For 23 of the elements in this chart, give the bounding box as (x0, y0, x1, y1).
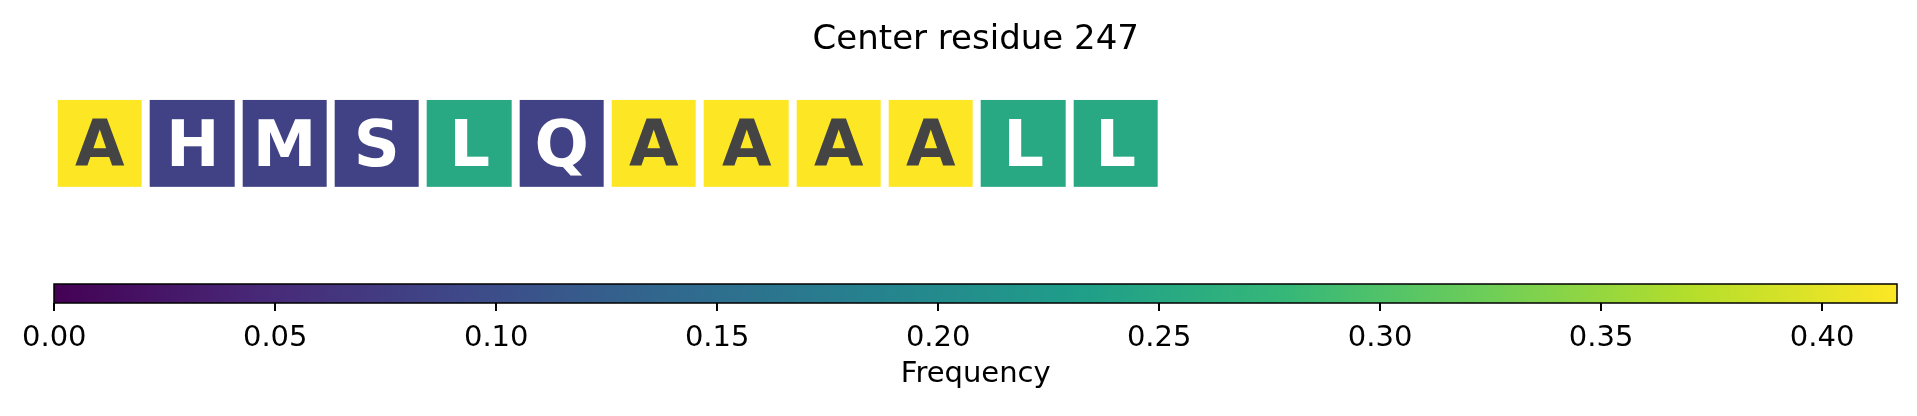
data-label: L (1003, 107, 1045, 182)
data-label: H (165, 107, 220, 182)
data-label: Q (534, 107, 589, 182)
chart-title: Center residue 247 (812, 16, 1139, 57)
data-label: L (1095, 107, 1137, 182)
color-bar-label: 0.05 (242, 319, 308, 354)
data-label: S (353, 107, 400, 182)
color-bar-title: Frequency (900, 355, 1051, 390)
data-label: L (449, 107, 491, 182)
data-label: M (252, 107, 317, 182)
color-bar-label: 0.30 (1347, 319, 1413, 354)
color-bar-label: 0.00 (21, 319, 87, 354)
color-bar-label: 0.20 (905, 319, 971, 354)
color-bar-label: 0.15 (684, 319, 750, 354)
color-bar-label: 0.10 (463, 319, 529, 354)
data-label: A (628, 107, 679, 182)
data-label: A (74, 107, 125, 182)
data-label: A (813, 107, 864, 182)
data-label: A (721, 107, 772, 182)
color-bar-label: 0.40 (1789, 319, 1855, 354)
color-bar-label: 0.35 (1568, 319, 1634, 354)
data-label: A (905, 107, 956, 182)
color-bar-label: 0.25 (1126, 319, 1192, 354)
